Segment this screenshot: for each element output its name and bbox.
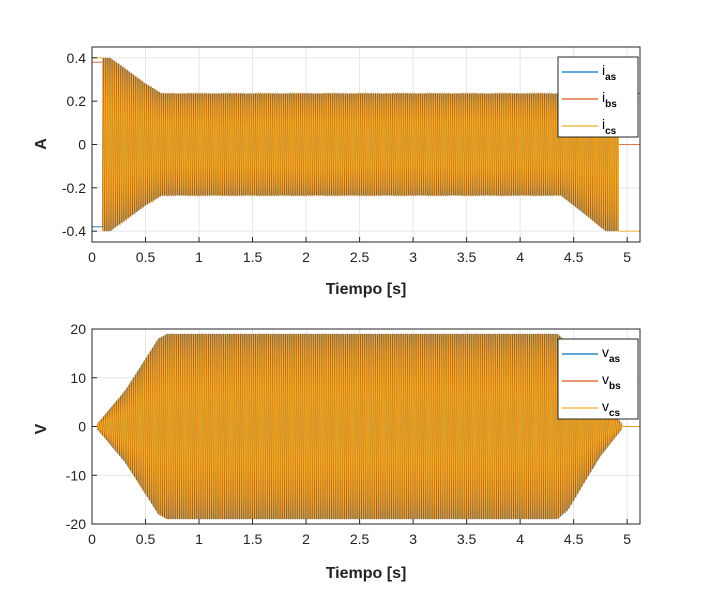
x-tick-label: 0.5 — [136, 531, 156, 547]
current-legend-label-as: ias — [602, 62, 617, 83]
x-tick-label: 0.5 — [136, 249, 156, 265]
current-legend-label-cs: ics — [602, 116, 617, 137]
voltage-legend: vas vbs vcs — [557, 338, 639, 420]
x-tick-label: 5 — [623, 531, 631, 547]
voltage-legend-box — [557, 338, 639, 420]
current-plot: 0 0.5 1 1.5 2 2.5 3 3.5 4 4.5 5 -0.4 -0.2 0 0.2 0.4 Ti… — [33, 46, 641, 298]
current-y-axis-label: A — [33, 138, 50, 150]
x-tick-label: 1.5 — [243, 249, 263, 265]
current-legend-label-bs: ibs — [602, 89, 617, 110]
current-x-axis-label: Tiempo [s] — [326, 281, 407, 298]
y-tick-label: -20 — [66, 516, 86, 532]
voltage-series-cs-line — [92, 333, 640, 520]
current-legend-box — [557, 56, 639, 138]
voltage-y-axis-label: V — [33, 423, 50, 434]
y-tick-label: -10 — [66, 467, 86, 483]
y-tick-label: 0.4 — [67, 50, 87, 66]
y-tick-label: 0 — [78, 137, 86, 153]
y-tick-label: -0.4 — [62, 223, 86, 239]
x-tick-label: 2 — [302, 249, 310, 265]
x-tick-label: 3.5 — [457, 249, 477, 265]
x-tick-label: 0 — [88, 249, 96, 265]
current-legend: ias ibs ics — [557, 56, 639, 138]
current-x-ticks: 0 0.5 1 1.5 2 2.5 3 3.5 4 4.5 5 — [88, 237, 631, 265]
x-tick-label: 1.5 — [243, 531, 263, 547]
y-tick-label: 0.2 — [67, 93, 87, 109]
x-tick-label: 0 — [88, 531, 96, 547]
current-y-ticks: -0.4 -0.2 0 0.2 0.4 — [62, 50, 97, 239]
voltage-legend-label-as: vas — [602, 344, 621, 365]
x-tick-label: 2.5 — [350, 531, 370, 547]
x-tick-label: 3.5 — [457, 531, 477, 547]
voltage-traces — [92, 333, 640, 520]
x-tick-label: 1 — [195, 531, 203, 547]
y-tick-label: -0.2 — [62, 180, 86, 196]
x-tick-label: 3 — [409, 531, 417, 547]
x-tick-label: 4 — [516, 531, 524, 547]
y-tick-label: 20 — [70, 321, 86, 337]
x-tick-label: 3 — [409, 249, 417, 265]
current-traces — [92, 57, 640, 232]
x-tick-label: 1 — [195, 249, 203, 265]
x-tick-label: 5 — [623, 249, 631, 265]
voltage-legend-label-bs: vbs — [602, 371, 621, 392]
y-tick-label: 10 — [70, 370, 86, 386]
voltage-y-ticks: -20 -10 0 10 20 — [66, 321, 97, 532]
voltage-x-ticks: 0 0.5 1 1.5 2 2.5 3 3.5 4 4.5 5 — [88, 519, 631, 547]
current-series-cs-line — [92, 57, 640, 232]
x-tick-label: 4.5 — [564, 531, 584, 547]
x-tick-label: 4 — [516, 249, 524, 265]
voltage-legend-label-cs: vcs — [602, 398, 621, 419]
voltage-x-axis-label: Tiempo [s] — [326, 565, 407, 582]
x-tick-label: 4.5 — [564, 249, 584, 265]
x-tick-label: 2 — [302, 531, 310, 547]
x-tick-label: 2.5 — [350, 249, 370, 265]
voltage-plot: 0 0.5 1 1.5 2 2.5 3 3.5 4 4.5 5 -20 -10 0 10 20 Tiempo… — [33, 321, 641, 582]
y-tick-label: 0 — [78, 419, 86, 435]
